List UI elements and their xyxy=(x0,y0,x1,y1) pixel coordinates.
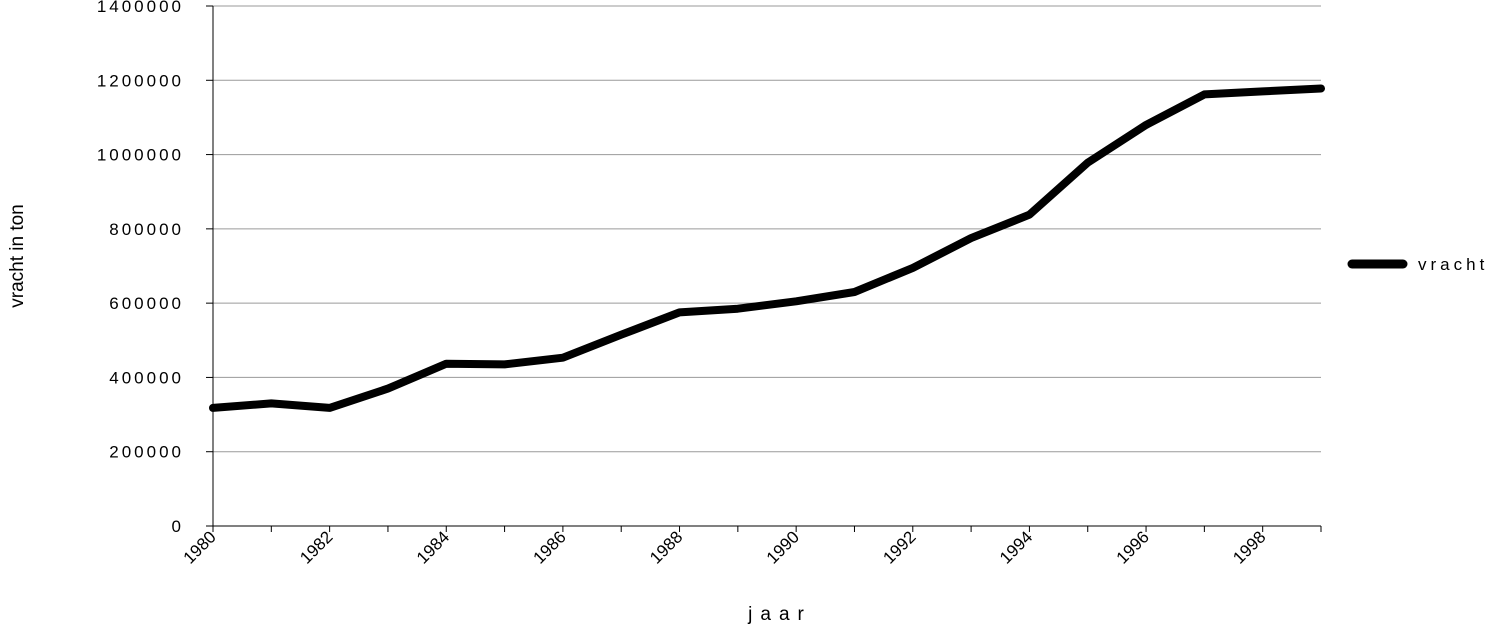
x-tick-label: 1992 xyxy=(879,527,919,567)
x-tick-label: 1984 xyxy=(413,527,453,567)
y-tick-label: 600000 xyxy=(109,294,184,313)
y-axis-title: vracht in ton xyxy=(7,204,28,308)
legend-label: vracht xyxy=(1418,255,1488,274)
y-tick-label: 1200000 xyxy=(97,71,184,90)
x-tick-label: 1986 xyxy=(530,527,570,567)
series-line-vracht xyxy=(209,84,1325,412)
x-axis-title: jaar xyxy=(747,604,812,625)
y-tick-label: 1400000 xyxy=(97,0,184,16)
x-tick-label: 1994 xyxy=(996,527,1036,567)
y-tick-label: 0 xyxy=(172,517,184,536)
series-layer xyxy=(209,84,1325,412)
y-tick-label: 1000000 xyxy=(97,146,184,165)
y-tick-label: 200000 xyxy=(109,443,184,462)
x-tick-label: 1990 xyxy=(763,527,803,567)
y-tick-label: 400000 xyxy=(109,368,184,387)
y-tick-label: 800000 xyxy=(109,220,184,239)
x-tick-label: 1988 xyxy=(646,527,686,567)
legend: vracht xyxy=(1347,255,1488,274)
gridlines xyxy=(213,5,1321,453)
x-tick-label: 1996 xyxy=(1113,527,1153,567)
x-tick-label: 1980 xyxy=(180,527,220,567)
axes xyxy=(206,5,1322,532)
tick-labels: 0 200000 400000 600000 800000 1000000 1200000 1… xyxy=(97,0,1270,568)
x-tick-label: 1982 xyxy=(296,527,336,567)
x-tick-label: 1998 xyxy=(1229,527,1269,567)
